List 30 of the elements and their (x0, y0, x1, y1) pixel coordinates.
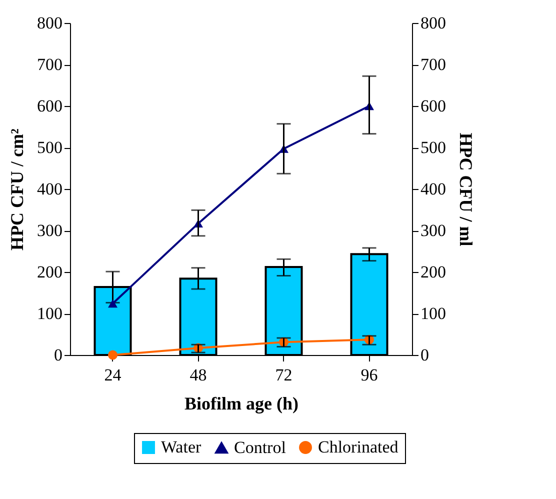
y-axis-title: HPC CFU / cm² (7, 128, 27, 250)
x-tick-label: 24 (104, 366, 122, 384)
y-tick-label: 700 (37, 55, 62, 74)
point (108, 299, 118, 308)
y2-axis-title: HPC CFU / ml (456, 132, 476, 246)
y-tick-label: 500 (37, 138, 62, 157)
y2-tick-label: 0 (420, 346, 429, 364)
y-tick-label: 0 (54, 346, 62, 364)
y2-tick-label: 700 (420, 55, 446, 74)
y2-tick-label: 500 (420, 138, 446, 157)
y2-tick-label: 100 (420, 304, 446, 323)
legend-label: Chlorinated (318, 438, 399, 457)
y2-tick-label: 400 (420, 180, 446, 198)
y2-tick-label: 200 (420, 262, 446, 282)
y2-tick-label: 600 (420, 96, 446, 116)
y-tick-label: 300 (37, 221, 62, 240)
y-tick-label: 100 (37, 304, 62, 323)
y-tick-label: 400 (37, 180, 62, 198)
legend-label: Water (161, 438, 202, 457)
x-axis-title: Biofilm age (h) (184, 394, 298, 414)
y2-tick-label: 800 (420, 14, 446, 32)
point (108, 350, 118, 360)
y-tick-label: 800 (37, 14, 62, 32)
y-tick-label: 200 (37, 262, 62, 282)
y-tick-label: 600 (37, 96, 62, 116)
x-tick-label: 96 (360, 366, 378, 384)
legend-label: Control (234, 438, 286, 457)
y2-tick-label: 300 (420, 221, 446, 240)
x-tick-label: 72 (275, 366, 292, 384)
x-tick-label: 48 (190, 366, 207, 384)
